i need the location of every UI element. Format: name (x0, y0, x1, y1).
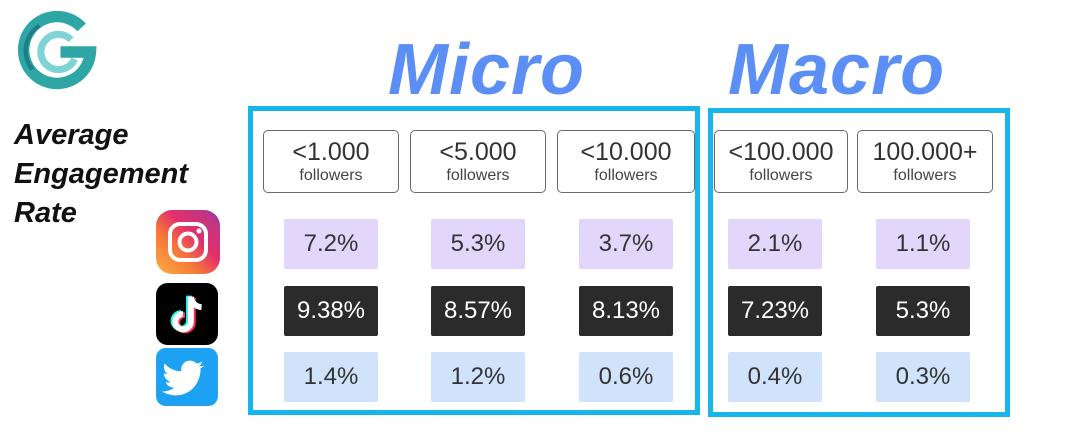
column-header-unit: followers (299, 167, 363, 184)
column-header-value: <10.000 (580, 138, 672, 166)
tiktok-rate-cell: 8.13% (579, 286, 673, 336)
column-header: <5.000 followers (410, 130, 546, 193)
twitter-rate-cell: 0.4% (728, 352, 822, 402)
column-header: 100.000+ followers (857, 130, 993, 193)
instagram-rate-cell: 7.2% (284, 219, 378, 269)
side-title: Average Engagement Rate (14, 116, 244, 233)
tiktok-rate-cell: 5.3% (876, 286, 970, 336)
column-header: <10.000 followers (557, 130, 695, 193)
twitter-rate-cell: 1.4% (284, 352, 378, 402)
group-title-macro: Macro (728, 30, 946, 110)
side-title-line: Average (14, 119, 129, 151)
side-title-line: Engagement (14, 158, 189, 190)
column-header-unit: followers (594, 167, 658, 184)
column-header-unit: followers (893, 167, 957, 184)
twitter-rate-cell: 0.3% (876, 352, 970, 402)
twitter-rate-cell: 1.2% (431, 352, 525, 402)
column-header-value: <5.000 (439, 138, 517, 166)
tiktok-icon (156, 283, 218, 345)
column-header-value: 100.000+ (872, 138, 978, 166)
group-title-micro: Micro (388, 30, 586, 110)
instagram-rate-cell: 1.1% (876, 219, 970, 269)
column-header: <100.000 followers (714, 130, 848, 193)
column-header-unit: followers (446, 167, 510, 184)
tiktok-rate-cell: 7.23% (728, 286, 822, 336)
column-header-value: <100.000 (728, 138, 834, 166)
tiktok-rate-cell: 8.57% (431, 286, 525, 336)
twitter-rate-cell: 0.6% (579, 352, 673, 402)
instagram-rate-cell: 5.3% (431, 219, 525, 269)
brand-logo (17, 10, 97, 90)
column-header: <1.000 followers (263, 130, 399, 193)
side-title-line: Rate (14, 197, 77, 229)
column-header-value: <1.000 (292, 138, 370, 166)
column-header-unit: followers (749, 167, 813, 184)
tiktok-rate-cell: 9.38% (284, 286, 378, 336)
instagram-icon (156, 210, 220, 274)
macro-group-box (708, 108, 1010, 417)
instagram-rate-cell: 2.1% (728, 219, 822, 269)
twitter-icon (156, 348, 218, 406)
micro-group-box (248, 106, 700, 415)
instagram-rate-cell: 3.7% (579, 219, 673, 269)
